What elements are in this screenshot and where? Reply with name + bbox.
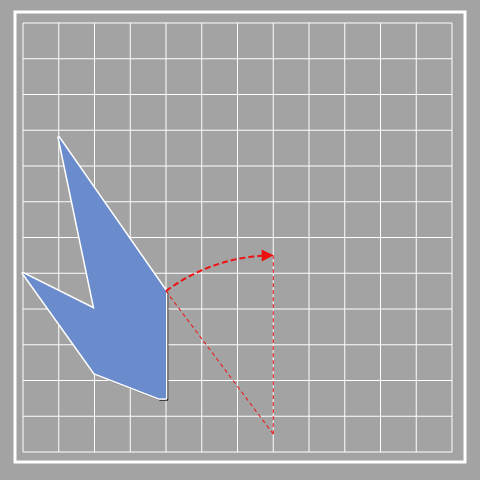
- rotation-indicator: [165, 249, 274, 435]
- grid: [22, 22, 453, 453]
- shape-group: [21, 135, 169, 401]
- rotation-arc-arrow: [165, 249, 274, 292]
- radius-line-from: [165, 290, 274, 435]
- frame-border: [13, 10, 467, 464]
- blue-polygon: [23, 137, 166, 399]
